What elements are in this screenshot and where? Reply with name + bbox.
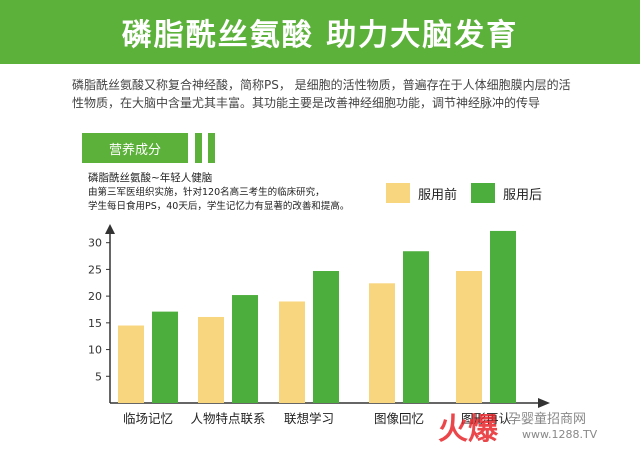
x-category-label: 图像回忆 bbox=[374, 411, 424, 426]
bar-after bbox=[490, 230, 516, 403]
x-category-label: 人物特点联系 bbox=[190, 411, 265, 426]
bar-after bbox=[232, 295, 258, 403]
bar-after bbox=[403, 251, 429, 403]
watermark-text: 孕婴童招商网 bbox=[508, 412, 587, 427]
chart-description: 由第三军医组织实施，针对120名高三考生的临床研究， 学生每日食用PS，40天后… bbox=[88, 186, 388, 214]
section-tab: 营养成分 bbox=[82, 133, 215, 163]
tab-stripe-1 bbox=[195, 133, 202, 163]
y-tick-label: 5 bbox=[95, 370, 102, 383]
chart-legend: 服用前 服用后 bbox=[386, 183, 556, 203]
x-category-label: 临场记忆 bbox=[123, 411, 173, 426]
x-category-label: 联想学习 bbox=[284, 411, 334, 426]
legend-swatch-after bbox=[471, 183, 496, 203]
chart-title: 磷脂酰丝氨酸~年轻人健脑 bbox=[88, 172, 213, 184]
section-label: 营养成分 bbox=[82, 133, 188, 163]
bar-after bbox=[313, 271, 339, 403]
x-category-label: 图形再认 bbox=[461, 411, 512, 426]
chart-description-line-2: 学生每日食用PS，40天后，学生记忆力有显著的改善和提高。 bbox=[88, 201, 350, 212]
bar-before bbox=[369, 283, 395, 403]
page-title: 磷脂酰丝氨酸 助力大脑发育 bbox=[121, 18, 519, 53]
y-axis-arrow bbox=[105, 224, 115, 234]
watermark-brand: 火爆 bbox=[438, 412, 498, 447]
title-banner: 磷脂酰丝氨酸 助力大脑发育 bbox=[0, 0, 640, 64]
legend-swatch-before bbox=[386, 183, 410, 203]
bar-after bbox=[152, 311, 178, 403]
watermark-url: www.1288.TV bbox=[522, 428, 598, 441]
chart-description-line-1: 由第三军医组织实施，针对120名高三考生的临床研究， bbox=[88, 187, 325, 198]
y-tick-label: 15 bbox=[88, 317, 102, 330]
y-tick-label: 30 bbox=[88, 237, 102, 250]
legend-label-after: 服用后 bbox=[503, 187, 543, 203]
watermark: 火爆 孕婴童招商网 www.1288.TV bbox=[438, 404, 638, 452]
y-tick-label: 25 bbox=[88, 263, 102, 276]
x-axis-arrow bbox=[538, 398, 550, 408]
y-tick-label: 10 bbox=[88, 344, 102, 357]
bar-before bbox=[456, 271, 482, 403]
bar-before bbox=[118, 325, 144, 403]
legend-label-before: 服用前 bbox=[418, 187, 458, 203]
bar-before bbox=[198, 316, 224, 403]
tab-stripe-2 bbox=[208, 133, 215, 163]
intro-paragraph: 磷脂酰丝氨酸又称复合神经酸，简称PS， 是细胞的活性物质，普遍存在于人体细胞膜内… bbox=[72, 78, 571, 110]
y-tick-label: 20 bbox=[88, 290, 102, 303]
bar-before bbox=[279, 301, 305, 403]
